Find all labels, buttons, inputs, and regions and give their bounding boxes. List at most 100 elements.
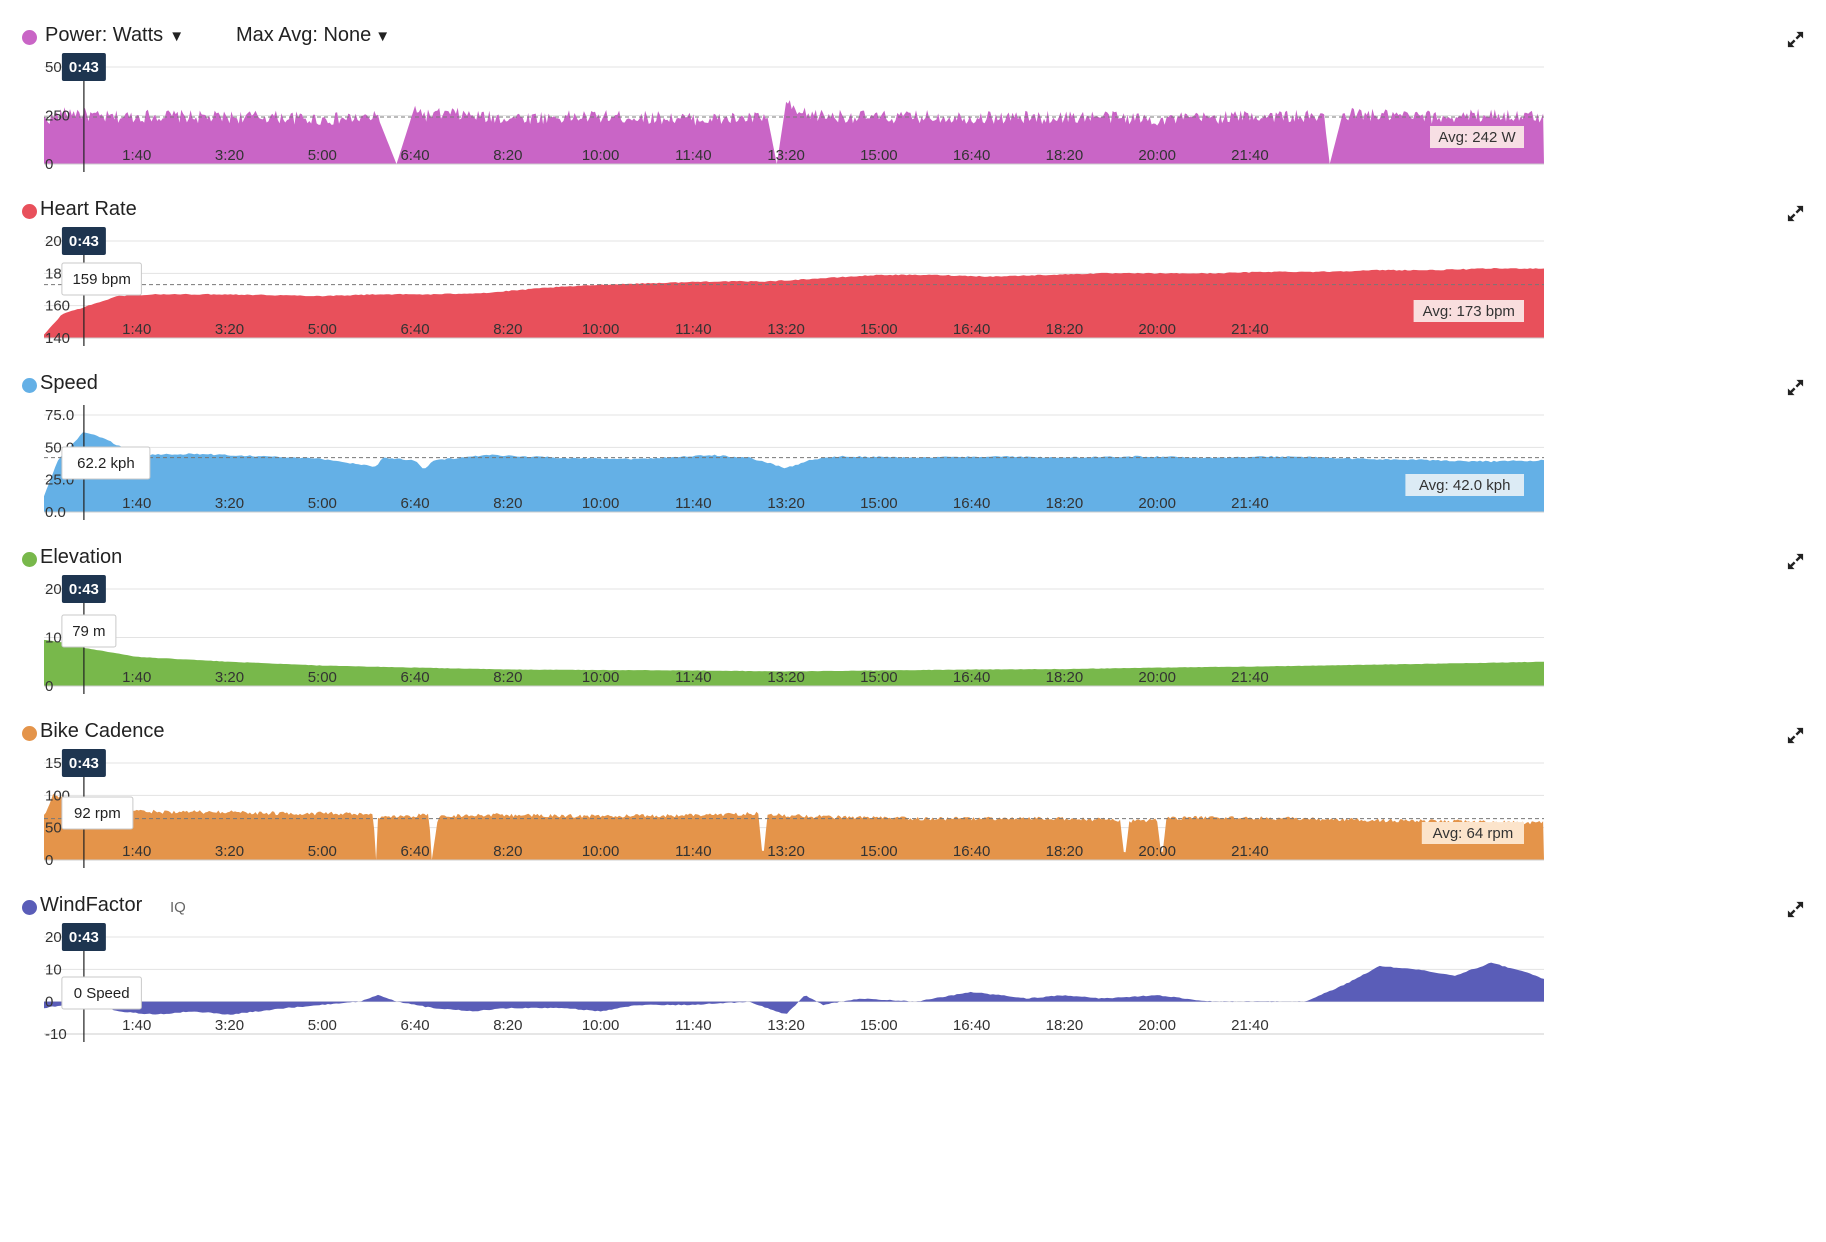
x-tick-label: 18:20: [1046, 843, 1084, 860]
x-tick-label: 10:00: [582, 843, 620, 860]
y-tick-label: 160: [45, 298, 70, 315]
x-tick-label: 6:40: [400, 321, 429, 338]
elevation-legend-dot-icon: [22, 552, 37, 567]
x-tick-label: 11:40: [675, 147, 711, 164]
y-tick-label: 0: [45, 852, 53, 869]
cursor-time-label: 0:43: [69, 59, 99, 76]
cursor-time-label: 0:43: [69, 581, 99, 598]
speed-title-label: Speed: [40, 372, 98, 394]
x-tick-label: 20:00: [1138, 147, 1176, 164]
y-tick-label: 250: [45, 108, 70, 125]
x-tick-label: 8:20: [493, 669, 522, 686]
x-tick-label: 10:00: [582, 321, 620, 338]
caret-down-icon: ▼: [169, 28, 185, 45]
speed-chart[interactable]: 75.050.025.00.01:40 3:20 5:00 6:40 8:20 10:00…: [0, 404, 1826, 554]
x-tick-label: 20:00: [1138, 321, 1176, 338]
x-tick-label: 15:00: [860, 669, 898, 686]
cursor-time-badge: [61, 575, 106, 603]
x-tick-label: 8:20: [493, 321, 522, 338]
x-tick-label: 20:00: [1138, 843, 1176, 860]
average-label: Avg: 242 W: [1438, 129, 1516, 146]
windfactor-title-label: WindFactor: [40, 894, 143, 916]
speed-expand-icon[interactable]: [1786, 378, 1805, 397]
x-tick-label: 3:20: [215, 1017, 244, 1034]
x-tick-label: 18:20: [1046, 147, 1084, 164]
x-tick-label: 13:20: [767, 495, 805, 512]
x-tick-label: 1:40: [122, 843, 151, 860]
bike-cadence-expand-icon[interactable]: [1786, 726, 1805, 745]
average-label: Avg: 42.0 kph: [1419, 477, 1510, 494]
x-tick-label: 5:00: [308, 1017, 337, 1034]
windfactor-expand-icon[interactable]: [1786, 900, 1805, 919]
x-tick-label: 3:20: [215, 321, 244, 338]
x-tick-label: 5:00: [308, 321, 337, 338]
x-tick-label: 3:20: [215, 669, 244, 686]
power-metric-dropdown[interactable]: Power: Watts ▼: [45, 24, 184, 47]
x-tick-label: 11:40: [675, 321, 711, 338]
y-tick-label: -10: [45, 1026, 67, 1043]
x-tick-label: 13:20: [767, 147, 805, 164]
windfactor-legend-dot-icon: [22, 900, 37, 915]
elevation-expand-icon[interactable]: [1786, 552, 1805, 571]
y-tick-label: 75.0: [45, 407, 74, 424]
power-title-label: Power: Watts: [45, 24, 164, 46]
y-tick-label: 0: [45, 156, 53, 173]
power-expand-icon[interactable]: [1786, 30, 1805, 49]
value-tooltip-label: 0 Speed: [74, 985, 130, 1002]
max-avg-dropdown[interactable]: Max Avg: None ▼: [236, 24, 390, 47]
x-tick-label: 6:40: [400, 495, 429, 512]
x-tick-label: 21:40: [1231, 843, 1269, 860]
x-tick-label: 18:20: [1046, 1017, 1084, 1034]
bike-cadence-title-label: Bike Cadence: [40, 720, 165, 742]
bike-cadence-title: Bike Cadence: [40, 720, 165, 743]
speed-header: Speed: [0, 364, 1826, 404]
cursor-time-label: 0:43: [69, 929, 99, 946]
x-tick-label: 1:40: [122, 495, 151, 512]
max-avg-label: Max Avg: None: [236, 24, 372, 46]
x-tick-label: 8:20: [493, 1017, 522, 1034]
x-tick-label: 16:40: [953, 321, 991, 338]
x-tick-label: 16:40: [953, 843, 991, 860]
x-tick-label: 16:40: [953, 1017, 991, 1034]
elevation-title: Elevation: [40, 546, 122, 569]
y-tick-label: 140: [45, 330, 70, 347]
value-tooltip: [61, 446, 151, 480]
heart-rate-expand-icon[interactable]: [1786, 204, 1805, 223]
y-tick-label: 20: [45, 929, 62, 946]
average-label: Avg: 173 bpm: [1423, 303, 1515, 320]
x-tick-label: 1:40: [122, 669, 151, 686]
x-tick-label: 1:40: [122, 321, 151, 338]
x-tick-label: 3:20: [215, 147, 244, 164]
x-tick-label: 21:40: [1231, 1017, 1269, 1034]
value-tooltip: [61, 796, 134, 830]
elevation-chart[interactable]: 200.010001:403:205:006:408:2010:0011:401…: [0, 575, 1826, 728]
value-tooltip: [61, 614, 117, 648]
x-tick-label: 10:00: [582, 669, 620, 686]
average-badge: [1405, 474, 1524, 496]
x-tick-label: 5:00: [308, 147, 337, 164]
x-tick-label: 15:00: [860, 1017, 898, 1034]
average-label: Avg: 64 rpm: [1433, 825, 1514, 842]
x-tick-label: 8:20: [493, 147, 522, 164]
value-tooltip-label: 92 rpm: [74, 805, 121, 822]
x-tick-label: 15:00: [860, 321, 898, 338]
bike-cadence-area-series: [44, 793, 1544, 860]
x-tick-label: 6:40: [400, 1017, 429, 1034]
y-tick-label: 0.0: [45, 504, 66, 521]
cursor-time-label: 0:43: [69, 233, 99, 250]
x-tick-label: 8:20: [493, 495, 522, 512]
x-tick-label: 20:00: [1138, 669, 1176, 686]
speed-title: Speed: [40, 372, 98, 395]
windfactor-chart[interactable]: 20 10 0 -10 1:40 3:20 5:00 6:40 8:20 10:00 11:40 13…: [0, 923, 1826, 1076]
x-tick-label: 13:20: [767, 1017, 805, 1034]
x-tick-label: 18:20: [1046, 669, 1084, 686]
x-tick-label: 11:40: [675, 669, 711, 686]
x-tick-label: 8:20: [493, 843, 522, 860]
windfactor-panel: WindFactor IQ 20 10 0 -10 1:40 3:20 5:00 6:40 8:20…: [0, 886, 1826, 1086]
caret-down-icon: ▼: [375, 28, 391, 45]
x-tick-label: 10:00: [582, 147, 620, 164]
y-tick-label: 0: [45, 994, 53, 1011]
